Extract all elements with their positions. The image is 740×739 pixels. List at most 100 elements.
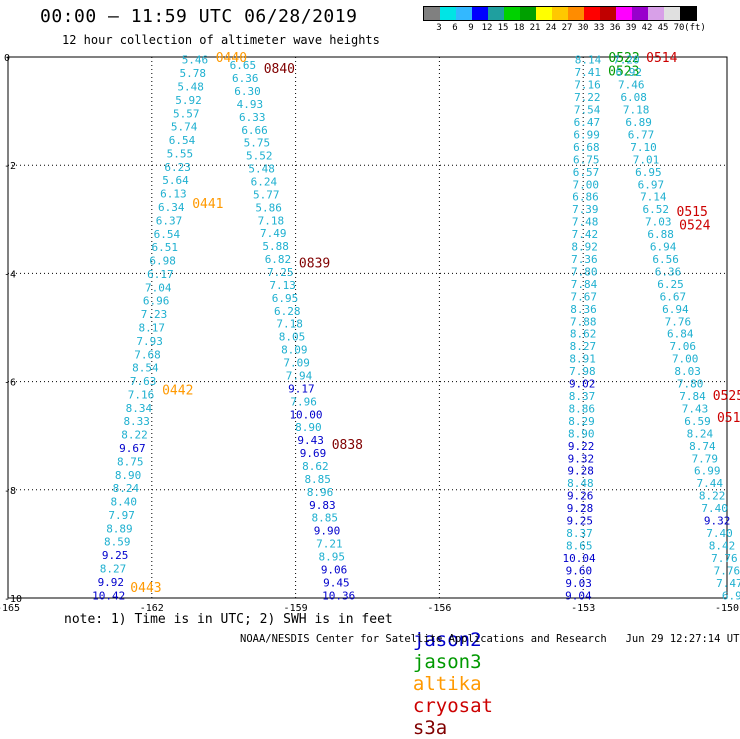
wave-height-label: 9.83 <box>309 499 336 512</box>
wave-height-label: 7.13 <box>269 279 296 292</box>
wave-height-label: 7.01 <box>633 153 660 166</box>
wave-height-label: 6.47 <box>574 116 601 129</box>
colorbar-swatch <box>568 7 584 20</box>
colorbar-swatch <box>616 7 632 20</box>
wave-height-label: 8.37 <box>566 527 593 540</box>
wave-height-label: 7.80 <box>571 265 598 278</box>
wave-height-label: 6.88 <box>647 228 674 241</box>
wave-height-label: 8.09 <box>281 344 308 357</box>
pass-time-label: 0525 <box>713 389 740 404</box>
colorbar-label: 9 <box>468 23 474 33</box>
colorbar-label: 70 <box>673 23 685 33</box>
wave-height-label: 8.95 <box>318 551 345 564</box>
pass-time-label: 0442 <box>162 384 193 399</box>
wave-height-label: 9.06 <box>321 563 348 576</box>
colorbar-label: 21 <box>529 23 541 33</box>
wave-height-label: 10.42 <box>92 589 125 602</box>
wave-height-label: 6.34 <box>158 201 185 214</box>
wave-height-label: 7.00 <box>573 178 600 191</box>
colorbar-label: 12 <box>481 23 493 33</box>
wave-height-label: 8.62 <box>302 460 329 473</box>
wave-height-label: 8.90 <box>568 427 595 440</box>
wave-height-label: 7.39 <box>572 203 599 216</box>
wave-height-label: 5.78 <box>180 67 207 80</box>
wave-height-label: 5.46 <box>182 54 209 67</box>
wave-height-label: 7.43 <box>682 402 709 415</box>
pass-time-label: 0838 <box>332 438 363 453</box>
pass-time-label: 0523 <box>608 65 639 80</box>
wave-height-label: 7.96 <box>290 395 317 408</box>
wave-height-label: 8.85 <box>311 512 338 525</box>
wave-height-label: 9.90 <box>314 525 341 538</box>
wave-height-label: 8.40 <box>111 496 138 509</box>
wave-height-label: 6.92 <box>616 66 643 79</box>
wave-height-label: 6.37 <box>156 214 183 227</box>
pass-time-label: 0441 <box>192 197 223 212</box>
wave-height-label: 6.94 <box>662 303 689 316</box>
wave-height-label: 6.33 <box>239 111 266 124</box>
colorbar-swatch <box>520 7 536 20</box>
wave-height-label: 6.23 <box>164 161 191 174</box>
wave-height-label: 8.90 <box>295 421 322 434</box>
wave-height-label: 7.18 <box>276 318 303 331</box>
wave-height-label: 7.46 <box>618 79 645 92</box>
wave-height-label: 5.88 <box>262 240 289 253</box>
wave-height-label: 8.42 <box>709 539 736 552</box>
wave-height-label: 8.86 <box>569 402 596 415</box>
wave-height-label: 6.68 <box>573 141 600 154</box>
wave-height-label: 6.77 <box>628 128 655 141</box>
wave-height-label: 8.59 <box>104 536 131 549</box>
legend-s3a: s3a <box>412 717 448 739</box>
y-tick-label: -8 <box>4 486 16 497</box>
wave-height-label: 6.51 <box>151 241 178 254</box>
wave-height-label: 7.67 <box>571 290 598 303</box>
wave-height-label: 7.68 <box>134 348 161 361</box>
colorbar-swatch <box>632 7 648 20</box>
colorbar-swatch <box>680 7 696 20</box>
wave-height-label: 9.26 <box>567 490 594 503</box>
x-tick-label: -159 <box>284 603 308 614</box>
wave-height-label: 7.88 <box>570 315 597 328</box>
wave-height-label: 9.22 <box>568 440 595 453</box>
colorbar-label: 6 <box>452 23 458 33</box>
wave-height-label: 8.05 <box>279 331 306 344</box>
wave-height-label: 7.84 <box>679 390 706 403</box>
wave-height-label: 8.29 <box>568 415 595 428</box>
wave-height-label: 6.67 <box>660 290 687 303</box>
wave-height-label: 9.60 <box>566 564 593 577</box>
wave-height-label: 6.54 <box>169 134 196 147</box>
wave-height-label: 5.64 <box>162 174 189 187</box>
wave-height-label: 7.76 <box>711 552 738 565</box>
wave-height-label: 7.36 <box>571 253 598 266</box>
wave-height-label: 9.28 <box>567 502 594 515</box>
pass-time-label: 0516 <box>717 411 740 426</box>
wave-height-label: 5.86 <box>255 201 282 214</box>
colorbar-label: 24 <box>545 23 557 33</box>
wave-height-label: 9.92 <box>98 576 125 589</box>
wave-height-label: 8.85 <box>304 473 331 486</box>
wave-height-label: 6.95 <box>272 292 299 305</box>
altimeter-map: -165 -162 -159 -156 -153 -150 0 -2 -4 -6 -8 -10 5.46… <box>0 51 740 614</box>
wave-height-label: 9.25 <box>102 549 129 562</box>
wave-height-label: 8.22 <box>699 490 726 503</box>
wave-height-label: 7.63 <box>130 375 157 388</box>
wave-height-label: 7.41 <box>575 66 602 79</box>
wave-height-label: 7.03 <box>645 216 672 229</box>
wave-height-label: 9.02 <box>569 378 596 391</box>
wave-height-label: 8.54 <box>132 362 159 375</box>
wave-height-label: 7.76 <box>665 315 692 328</box>
wave-height-label: 6.25 <box>657 278 684 291</box>
wave-height-label: 7.21 <box>316 538 343 551</box>
wave-height-label: 7.16 <box>574 79 601 92</box>
legend-cryosat: cryosat <box>412 695 493 717</box>
colorbar-swatch <box>648 7 664 20</box>
wave-height-label: 8.90 <box>115 469 142 482</box>
y-tick-label: -2 <box>4 161 16 172</box>
wave-height-label: 9.03 <box>565 577 592 590</box>
wave-height-label: 8.27 <box>100 563 127 576</box>
wave-height-label: 8.89 <box>106 522 133 535</box>
wave-height-label: 8.33 <box>123 415 150 428</box>
legend-altika: altika <box>412 673 482 695</box>
wave-height-label: 9.17 <box>288 382 315 395</box>
legend-jason2: jason2 <box>412 629 482 651</box>
